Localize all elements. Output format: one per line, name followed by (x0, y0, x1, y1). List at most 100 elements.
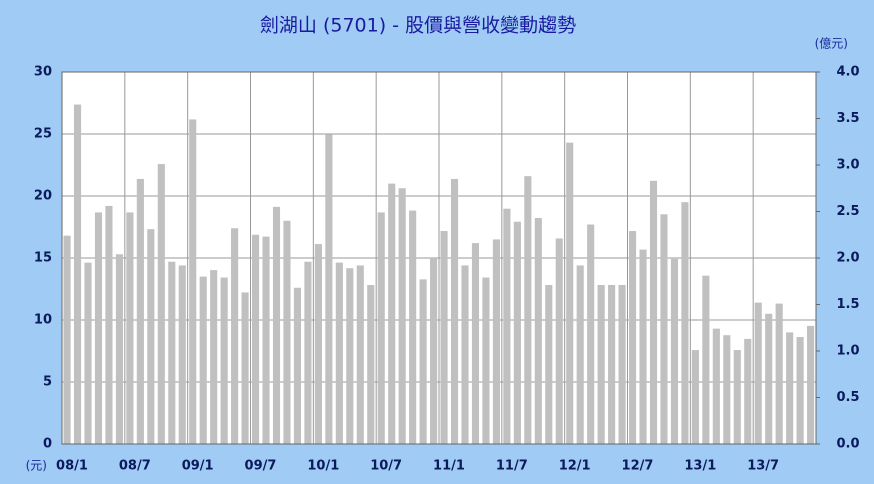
bar (492, 239, 500, 444)
y-unit: (元) (26, 459, 47, 473)
bar (733, 350, 741, 444)
y2-unit: (億元) (815, 37, 848, 51)
bar (314, 244, 322, 444)
y-tick-label: 0 (43, 437, 52, 452)
bar (189, 119, 197, 445)
x-tick-label: 10/1 (307, 459, 339, 474)
chart-title: 劍湖山 (5701) - 股價與營收變動趨勢 (260, 15, 576, 37)
bar (272, 206, 281, 444)
bar (346, 268, 354, 444)
bar (587, 224, 595, 444)
bar (681, 202, 689, 444)
bar (367, 284, 375, 444)
bar (304, 261, 312, 444)
bar (482, 277, 490, 444)
y2-tick-label: 2.0 (836, 251, 859, 266)
bar (649, 180, 658, 444)
y-tick-label: 5 (43, 375, 52, 390)
bar (461, 265, 469, 444)
y-tick-label: 30 (34, 65, 52, 80)
bar (115, 254, 123, 444)
x-tick-label: 10/7 (370, 459, 402, 474)
bar (471, 243, 480, 444)
y2-tick-label: 3.0 (836, 158, 859, 173)
bar (147, 229, 155, 444)
bar (639, 249, 647, 444)
x-tick-label: 08/7 (119, 459, 151, 474)
y2-tick-label: 0.5 (836, 390, 859, 405)
bar (702, 275, 710, 444)
bar (252, 234, 260, 444)
bar (597, 284, 605, 444)
bar (398, 188, 406, 444)
bar (335, 262, 343, 444)
bar (136, 178, 144, 444)
bar (293, 287, 302, 444)
y-tick-label: 20 (34, 189, 52, 204)
bar (796, 337, 804, 444)
bar (450, 178, 459, 444)
bar (775, 303, 783, 444)
bar (786, 332, 794, 444)
bar (105, 205, 113, 444)
bar (157, 164, 165, 444)
bar (503, 208, 511, 444)
bar (723, 335, 731, 444)
bar (430, 258, 438, 444)
bar (608, 284, 616, 444)
bar (534, 218, 542, 444)
bar (555, 238, 563, 444)
y2-tick-label: 1.5 (836, 297, 859, 312)
bar (524, 176, 532, 444)
bar (63, 235, 71, 444)
y-tick-label: 25 (34, 127, 52, 142)
bar (807, 325, 815, 444)
bar (545, 284, 553, 444)
y2-tick-label: 0.0 (836, 437, 859, 452)
bar (241, 292, 249, 444)
bar (566, 142, 574, 444)
y2-tick-label: 4.0 (836, 65, 859, 80)
bar (618, 284, 626, 444)
y-tick-label: 15 (34, 251, 52, 266)
bar (84, 262, 92, 444)
x-tick-label: 09/1 (182, 459, 214, 474)
bar (744, 338, 752, 444)
bar (178, 265, 186, 444)
bar (670, 258, 679, 444)
x-tick-label: 12/7 (622, 459, 654, 474)
y2-tick-label: 1.0 (836, 344, 859, 359)
plot-border (61, 71, 817, 445)
bar (712, 328, 720, 444)
bar (691, 350, 699, 444)
y-tick-label: 10 (34, 313, 52, 328)
bar (629, 231, 637, 444)
x-tick-label: 13/7 (747, 459, 779, 474)
y2-tick-label: 2.5 (836, 204, 859, 219)
bar (126, 212, 134, 444)
bar (210, 270, 218, 444)
bar (199, 276, 207, 444)
x-tick-label: 11/1 (433, 459, 465, 474)
bar (94, 212, 103, 444)
bar (220, 277, 228, 444)
bar (388, 183, 396, 444)
bar (356, 265, 364, 444)
bar (325, 134, 333, 444)
bar (576, 265, 584, 444)
bar (168, 261, 176, 444)
bar (754, 302, 762, 444)
bar (262, 236, 270, 444)
bar (513, 221, 521, 444)
x-tick-label: 12/1 (559, 459, 591, 474)
x-tick-label: 11/7 (496, 459, 528, 474)
y2-tick-label: 3.5 (836, 111, 859, 126)
bar (440, 231, 448, 444)
bar (73, 104, 82, 445)
x-tick-label: 09/7 (245, 459, 277, 474)
bar (283, 220, 291, 444)
bar (419, 279, 427, 444)
x-tick-label: 13/1 (684, 459, 716, 474)
bar (377, 212, 385, 444)
